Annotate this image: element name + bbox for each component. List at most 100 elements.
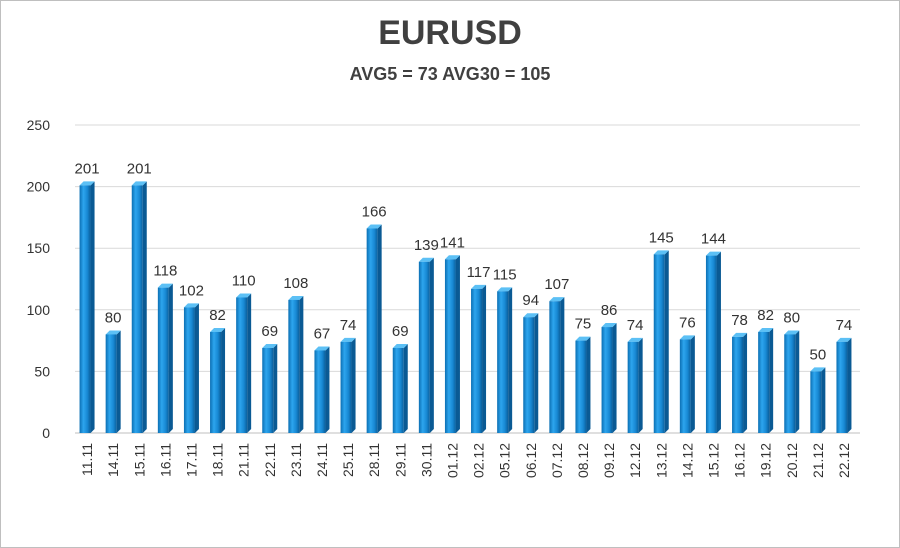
data-label: 115 (493, 266, 517, 283)
bar-side (168, 283, 173, 433)
bar-side (90, 181, 95, 433)
bar-front (836, 341, 848, 433)
bar (262, 343, 278, 433)
bar-front (366, 228, 378, 433)
bar (705, 251, 721, 433)
bar-side (821, 367, 826, 433)
bar-side (638, 337, 643, 433)
x-tick-label: 23.11 (288, 443, 304, 477)
bar-side (247, 293, 252, 433)
data-label: 74 (627, 317, 644, 334)
bar-top (471, 284, 487, 289)
bar-front (288, 299, 300, 433)
chart-subtitle: AVG5 = 73 AVG30 = 105 (349, 64, 551, 84)
bar-side (142, 181, 147, 433)
bar (392, 343, 408, 433)
x-tick-label: 19.12 (758, 443, 774, 478)
x-tick-label: 14.11 (105, 443, 121, 477)
bar (523, 313, 539, 433)
bar-side (455, 255, 460, 433)
bar (653, 250, 669, 433)
y-tick-label: 250 (27, 117, 51, 133)
bar (105, 330, 121, 433)
bar-side (560, 297, 565, 433)
data-label: 201 (127, 160, 152, 177)
bar-front (236, 297, 248, 433)
x-tick-label: 09.12 (601, 443, 617, 478)
bar (157, 283, 173, 433)
bar-front (523, 317, 535, 433)
bar-front (653, 254, 665, 433)
bar-top (653, 250, 669, 255)
bar-top (183, 303, 199, 308)
bar (471, 284, 487, 433)
bar (575, 336, 591, 433)
bar-front (471, 288, 483, 433)
bar-front (131, 185, 143, 433)
bar-top (732, 332, 748, 337)
x-tick-label: 14.12 (679, 443, 695, 478)
bar (549, 297, 565, 433)
data-label: 50 (810, 346, 827, 363)
bar-side (769, 327, 774, 433)
bar-front (732, 336, 744, 433)
data-label: 69 (392, 323, 409, 340)
bar-top (79, 181, 95, 186)
data-label: 118 (153, 263, 177, 280)
x-tick-label: 02.12 (471, 443, 487, 478)
bar-side (377, 224, 382, 433)
bar (236, 293, 252, 433)
bar-side (221, 327, 226, 433)
x-tick-label: 24.11 (314, 443, 330, 477)
bar-side (116, 330, 121, 433)
bar-front (157, 287, 169, 433)
bar-top (549, 297, 565, 302)
bar-side (508, 287, 513, 433)
bar-top (497, 287, 513, 292)
bar-front (262, 347, 274, 433)
x-tick-label: 21.11 (236, 443, 252, 477)
grid-lines (75, 124, 860, 434)
bar-top (314, 346, 330, 351)
data-label: 86 (601, 302, 618, 319)
bar (79, 181, 95, 433)
bar-top (131, 181, 147, 186)
bar-side (690, 335, 695, 433)
bar-front (784, 334, 796, 433)
bar-front (314, 350, 326, 433)
data-label: 102 (179, 282, 204, 299)
bar-top (366, 224, 382, 229)
bar-front (210, 331, 222, 433)
bar-front (418, 261, 430, 433)
x-tick-label: 01.12 (444, 443, 460, 478)
bar-top (523, 313, 539, 318)
bar (810, 367, 826, 433)
bar (679, 335, 695, 433)
bar-side (612, 323, 617, 433)
x-tick-label: 25.11 (340, 443, 356, 477)
x-tick-label: 12.12 (627, 443, 643, 478)
bar-top (601, 323, 617, 328)
bar-top (705, 251, 721, 256)
data-label: 201 (75, 160, 100, 177)
x-tick-label: 15.11 (131, 443, 147, 477)
x-axis: 11.11 14.11 15.11 16.11 17.11 18.11 21.11 22.11… (79, 443, 852, 478)
data-label: 145 (649, 229, 674, 246)
bar-side (194, 303, 199, 433)
bar-front (575, 340, 587, 433)
x-tick-label: 16.11 (157, 443, 173, 477)
bar-top (262, 343, 278, 348)
x-tick-label: 17.11 (183, 443, 199, 477)
bar (601, 323, 617, 433)
bar (183, 303, 199, 433)
bar-front (497, 291, 509, 433)
bar-side (664, 250, 669, 433)
x-tick-label: 28.11 (366, 443, 382, 477)
data-label: 110 (232, 272, 256, 289)
y-tick-label: 0 (42, 425, 50, 441)
data-label: 82 (209, 307, 226, 324)
bar (784, 330, 800, 433)
data-label: 166 (362, 203, 387, 220)
bar-front (183, 307, 195, 433)
data-label: 78 (731, 312, 748, 329)
